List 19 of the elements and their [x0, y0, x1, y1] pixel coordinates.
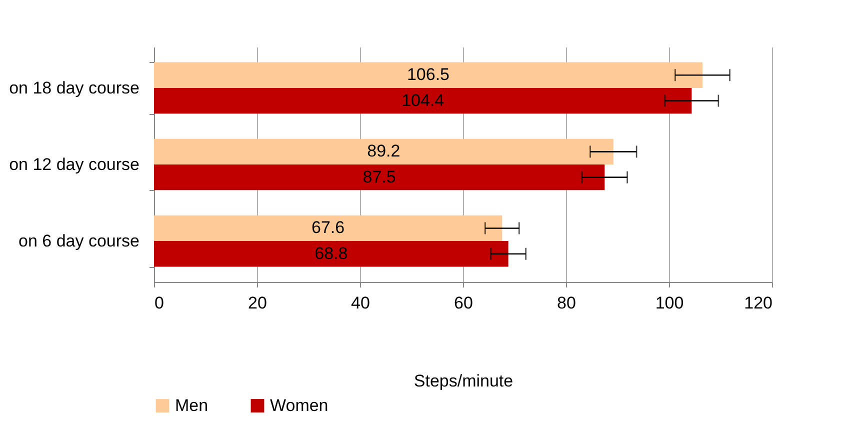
legend-label: Men	[175, 396, 208, 415]
data-label: 67.6	[312, 218, 345, 238]
y-tick-label: on 18 day course	[9, 78, 140, 98]
x-tick-label: 80	[557, 294, 576, 312]
x-axis-title: Steps/minute	[414, 372, 514, 390]
x-tick-label: 0	[154, 294, 164, 312]
x-tick-label: 100	[655, 294, 684, 312]
x-tick-label: 120	[744, 294, 772, 312]
y-tick-label: on 12 day course	[9, 155, 140, 174]
y-tick-label: on 6 day course	[18, 232, 140, 251]
data-label: 87.5	[362, 167, 396, 186]
x-tick-label: 40	[351, 294, 370, 312]
legend-label: Women	[270, 396, 328, 415]
data-label: 104.4	[402, 90, 444, 110]
x-tick-label: 60	[454, 294, 473, 312]
x-tick-label: 20	[248, 294, 267, 312]
data-label: 68.8	[314, 244, 348, 263]
data-label: 89.2	[367, 142, 400, 161]
data-label: 106.5	[406, 65, 450, 84]
